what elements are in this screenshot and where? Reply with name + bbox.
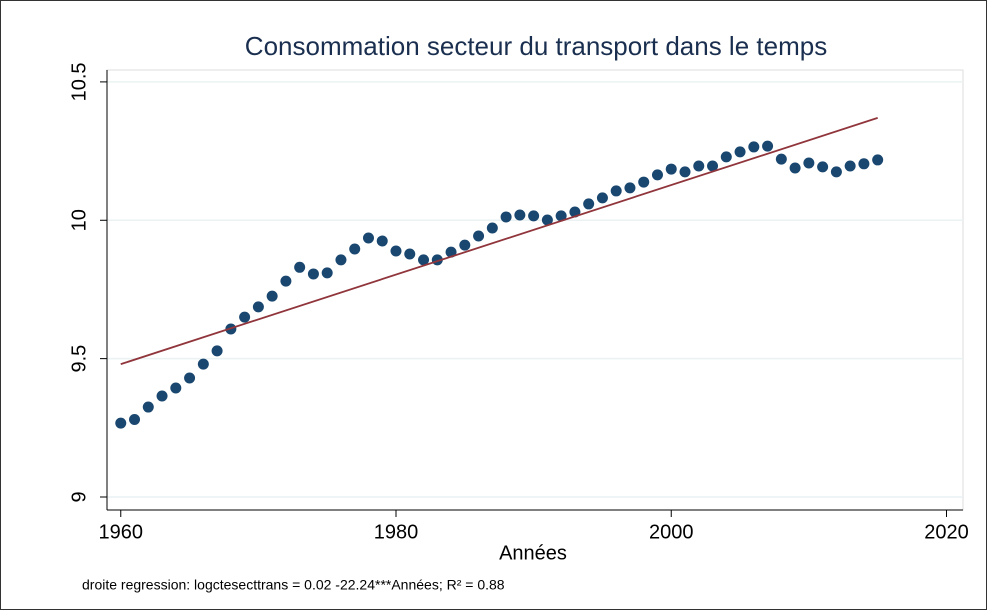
point bbox=[294, 261, 306, 273]
point bbox=[376, 235, 388, 247]
point bbox=[307, 268, 319, 280]
point bbox=[321, 267, 333, 279]
plot-area bbox=[106, 69, 964, 511]
point bbox=[858, 158, 870, 170]
point bbox=[211, 345, 223, 357]
point bbox=[734, 146, 746, 158]
point bbox=[349, 243, 361, 255]
x-tick-label: 2020 bbox=[924, 521, 969, 543]
point bbox=[528, 210, 540, 222]
y-tick-label: 9 bbox=[68, 491, 90, 502]
y-tick-label: 10 bbox=[68, 209, 90, 231]
y-tick-label: 10.5 bbox=[68, 62, 90, 101]
point bbox=[596, 192, 608, 204]
point bbox=[665, 163, 677, 175]
x-tick-label: 1980 bbox=[374, 521, 419, 543]
point bbox=[184, 372, 196, 384]
point bbox=[500, 211, 512, 223]
point bbox=[197, 358, 209, 370]
point bbox=[775, 153, 787, 165]
chart-title: Consommation secteur du transport dans l… bbox=[245, 31, 827, 61]
point bbox=[459, 239, 471, 251]
point bbox=[830, 166, 842, 178]
regression-line bbox=[120, 117, 878, 366]
point bbox=[583, 198, 595, 210]
x-tick-label: 2000 bbox=[649, 521, 694, 543]
point bbox=[514, 209, 526, 221]
point bbox=[748, 141, 760, 153]
point bbox=[473, 230, 485, 242]
point bbox=[335, 254, 347, 266]
point bbox=[817, 161, 829, 173]
point bbox=[239, 311, 251, 323]
note: droite regression: logctesecttrans = 0.0… bbox=[82, 577, 505, 593]
point bbox=[170, 382, 182, 394]
point bbox=[679, 166, 691, 178]
point bbox=[803, 157, 815, 169]
point bbox=[624, 182, 636, 194]
point bbox=[720, 151, 732, 163]
point bbox=[555, 210, 567, 222]
point bbox=[156, 390, 168, 402]
y-tick-label: 9.5 bbox=[68, 345, 90, 373]
point bbox=[404, 248, 416, 260]
point bbox=[638, 176, 650, 188]
point bbox=[707, 160, 719, 172]
point bbox=[115, 417, 127, 429]
point bbox=[418, 254, 430, 266]
point bbox=[280, 275, 292, 287]
point bbox=[390, 245, 402, 257]
point bbox=[789, 162, 801, 174]
point bbox=[651, 169, 663, 181]
point bbox=[266, 290, 278, 302]
x-axis-label: Années bbox=[499, 542, 567, 564]
point bbox=[486, 222, 498, 234]
point bbox=[541, 214, 553, 226]
point bbox=[844, 160, 856, 172]
point bbox=[693, 160, 705, 172]
point bbox=[142, 401, 154, 413]
point bbox=[362, 232, 374, 244]
point bbox=[129, 414, 141, 426]
point bbox=[445, 246, 457, 258]
point bbox=[872, 154, 884, 166]
x-tick-label: 1960 bbox=[99, 521, 144, 543]
point bbox=[610, 185, 622, 197]
point bbox=[762, 140, 774, 152]
point bbox=[252, 301, 264, 313]
